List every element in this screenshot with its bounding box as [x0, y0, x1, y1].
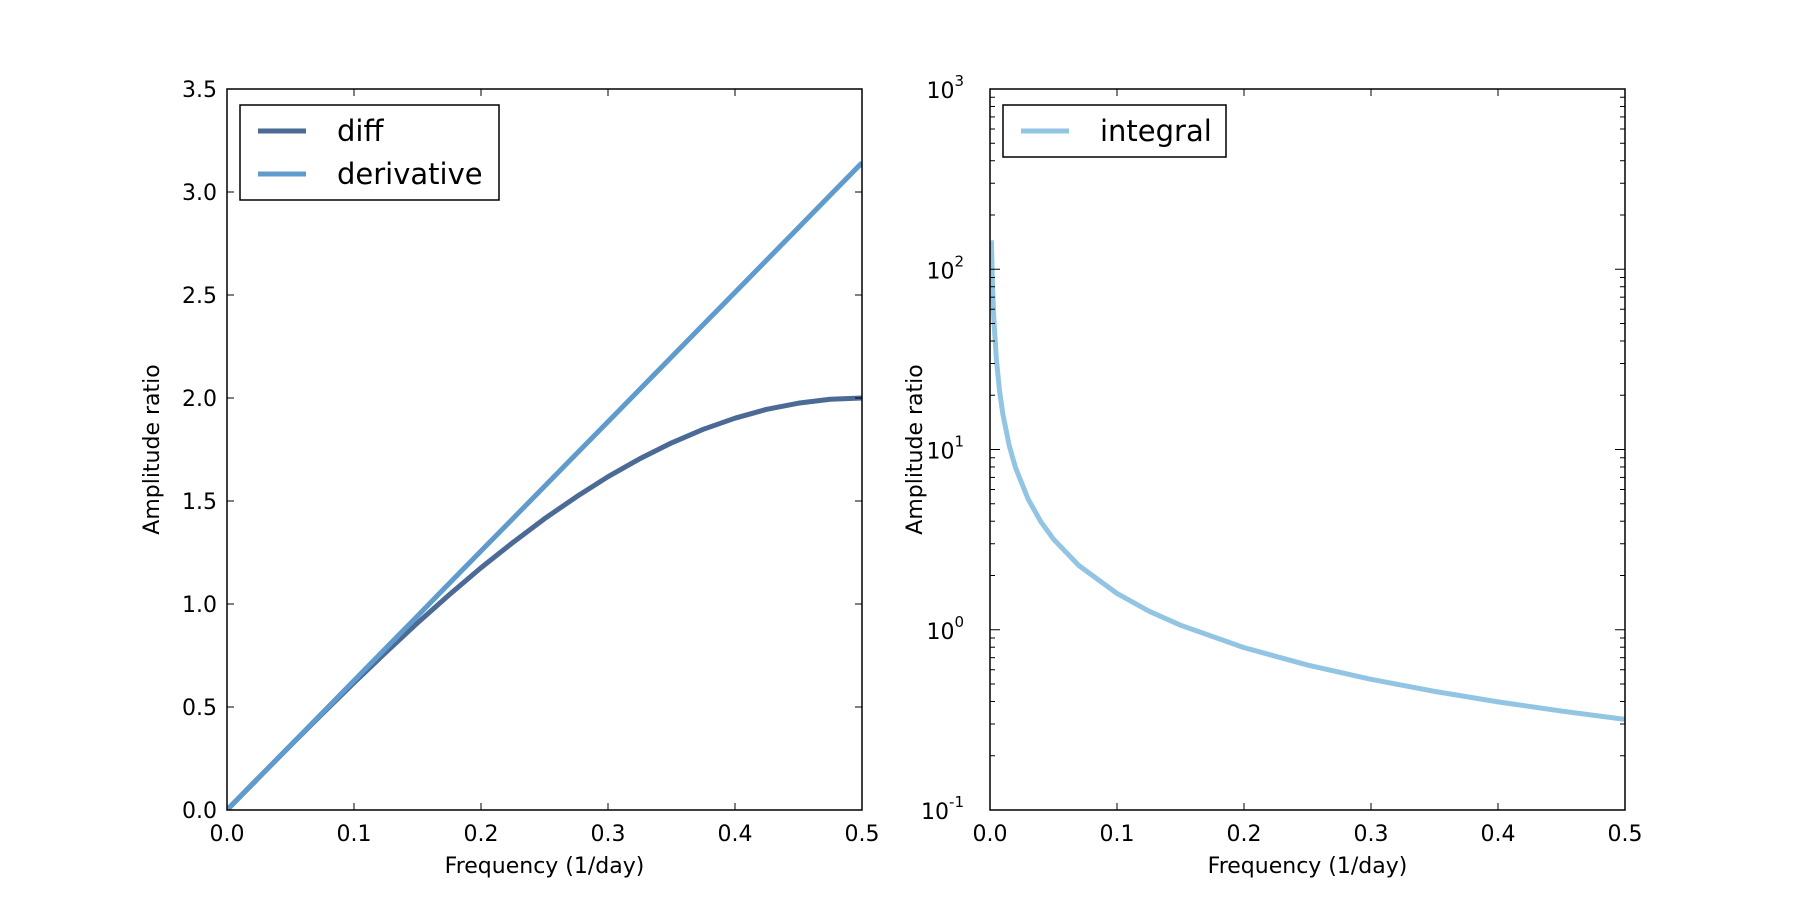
x-tick-label: 0.2 — [464, 822, 499, 847]
x-tick-label: 0.3 — [1354, 822, 1389, 847]
y-tick-label: 0.5 — [182, 696, 217, 721]
legend-box — [239, 104, 500, 201]
y-tick-label: 1.0 — [182, 593, 217, 618]
y-tick-label-base: 10 — [926, 440, 954, 465]
y-axis-label: Amplitude ratio — [140, 364, 165, 534]
y-tick-label: 1.5 — [182, 490, 217, 515]
y-tick-label-base: 10 — [926, 79, 954, 104]
x-tick-label: 0.1 — [337, 822, 372, 847]
axes-frame — [989, 88, 1626, 811]
y-tick-label: 10-1 — [921, 793, 964, 825]
x-axis-label: Frequency (1/day) — [1208, 854, 1408, 879]
y-tick-label: 101 — [926, 433, 964, 465]
series-line-derivative — [227, 160, 862, 810]
x-tick-label: 0.0 — [973, 822, 1008, 847]
y-tick-label: 2.0 — [182, 387, 217, 412]
series-line-integral — [990, 240, 1625, 722]
right-chart-panel: 0.0 0.1 0.2 0.3 0.4 0.510-1100101102103Freque… — [903, 72, 1643, 879]
legend-label-diff: diff — [337, 114, 384, 148]
x-tick-label: 0.1 — [1100, 822, 1135, 847]
legend-label-integral: integral — [1100, 114, 1212, 148]
y-tick-label: 0.0 — [182, 799, 217, 824]
x-tick-label: 0.3 — [591, 822, 626, 847]
y-tick-label-base: 10 — [926, 259, 954, 284]
y-axis-label: Amplitude ratio — [903, 364, 928, 534]
x-axis-label: Frequency (1/day) — [445, 854, 645, 879]
y-tick-label-exponent: 2 — [954, 252, 964, 270]
x-tick-label: 0.0 — [210, 822, 245, 847]
y-tick-label: 103 — [926, 72, 964, 104]
x-tick-label: 0.2 — [1227, 822, 1262, 847]
axes-frame — [226, 88, 863, 811]
y-tick-label: 102 — [926, 252, 964, 284]
x-tick-label: 0.4 — [1481, 822, 1516, 847]
y-tick-label-exponent: 0 — [954, 613, 964, 631]
legend-label-derivative: derivative — [337, 157, 483, 191]
plot-area — [990, 89, 1625, 810]
x-tick-label: 0.5 — [1608, 822, 1643, 847]
y-tick-label: 100 — [926, 613, 964, 645]
plot-area — [227, 89, 862, 810]
y-tick-label: 2.5 — [182, 284, 217, 309]
y-tick-label-exponent: 3 — [954, 72, 964, 90]
x-tick-label: 0.4 — [718, 822, 753, 847]
y-tick-label: 3.5 — [182, 78, 217, 103]
y-tick-label-base: 10 — [926, 620, 954, 645]
y-tick-label-base: 10 — [921, 800, 949, 825]
y-tick-label: 3.0 — [182, 181, 217, 206]
left-chart-panel: 0.0 0.1 0.2 0.3 0.4 0.5 0.0 0.5 1.0 1.5 2.0 2.5 3.0 3… — [140, 78, 880, 879]
x-tick-label: 0.5 — [845, 822, 880, 847]
y-tick-label-exponent: -1 — [949, 793, 964, 811]
y-tick-label-exponent: 1 — [954, 433, 964, 451]
